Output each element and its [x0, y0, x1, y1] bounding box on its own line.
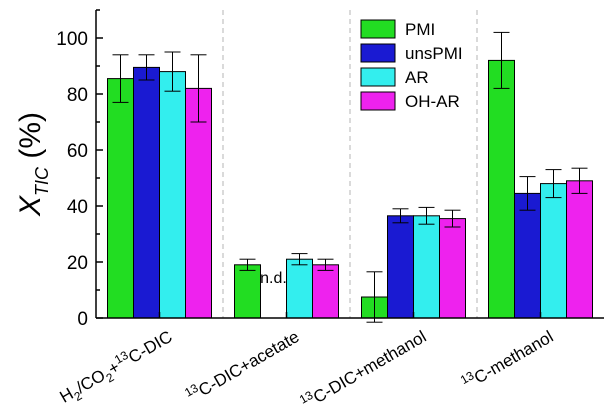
annotations: n.d. [260, 270, 287, 287]
axes [95, 10, 604, 319]
y-tick-label: 40 [67, 197, 88, 218]
legend-item-ar: AR [360, 67, 429, 87]
bar-pmi-3 [488, 59, 515, 319]
error-bar-oh-ar-0 [190, 54, 207, 123]
bar-ar-2 [413, 215, 440, 319]
error-bar-unspmi-3 [519, 176, 536, 211]
x-tick-label-3: 13C-methanol [458, 324, 557, 394]
legend: PMI unsPMI AR OH-AR [360, 19, 463, 111]
y-axis-label: XTIC (%) [14, 112, 52, 217]
bar-ar-3 [540, 183, 567, 319]
legend-item-pmi: PMI [360, 19, 435, 39]
bar-unspmi-2 [387, 215, 414, 319]
y-ticks: 0 20 40 60 80 100 [56, 9, 103, 330]
legend-item-oh-ar: OH-AR [360, 91, 460, 111]
bar-oh-ar-1 [312, 264, 339, 319]
error-bar-ar-0 [164, 51, 181, 92]
error-bar-oh-ar-2 [444, 209, 461, 228]
bar-oh-ar-2 [439, 218, 466, 319]
group-dividers [222, 10, 478, 318]
legend-label: OH-AR [405, 92, 460, 111]
y-tick-label: 0 [77, 309, 88, 330]
error-bar-ar-2 [418, 206, 435, 225]
error-bar-unspmi-2 [392, 208, 409, 224]
legend-label: unsPMI [405, 44, 463, 63]
y-tick-label: 100 [56, 29, 88, 50]
error-bars [112, 31, 588, 323]
x-tick-label-2: 13C-DIC+methanol [297, 324, 430, 413]
bar-oh-ar-3 [566, 180, 593, 319]
legend-swatch [360, 19, 396, 39]
legend-swatch [360, 91, 396, 111]
x-tick-label-1: 13C-DIC+acetate [182, 324, 302, 406]
y-tick-label: 80 [67, 85, 88, 106]
x-tick-labels: H2/CO2+13C-DIC13C-DIC+acetate13C-DIC+met… [55, 324, 557, 413]
bars [107, 59, 593, 319]
y-tick-label: 20 [67, 253, 88, 274]
legend-item-unspmi: unsPMI [360, 43, 463, 63]
error-bar-oh-ar-3 [571, 167, 588, 194]
error-bar-pmi-1 [239, 258, 256, 271]
annotation-nd: n.d. [260, 270, 287, 287]
bar-ar-0 [159, 71, 186, 319]
error-bar-unspmi-0 [138, 54, 155, 81]
legend-label: PMI [405, 20, 435, 39]
bar-ar-1 [286, 258, 313, 319]
bar-pmi-0 [107, 78, 134, 319]
error-bar-pmi-0 [112, 54, 129, 103]
error-bar-pmi-2 [366, 271, 383, 323]
legend-swatch [360, 67, 396, 87]
legend-label: AR [405, 68, 429, 87]
x-tick-label-0: H2/CO2+13C-DIC [55, 324, 177, 410]
bar-unspmi-0 [133, 66, 160, 319]
error-bar-ar-3 [545, 169, 562, 199]
y-axis-title: XTIC (%) [14, 112, 52, 217]
bar-oh-ar-0 [185, 87, 212, 319]
y-tick-label: 60 [67, 141, 88, 162]
bar-pmi-1 [234, 264, 261, 319]
error-bar-ar-1 [291, 253, 308, 266]
legend-swatch [360, 43, 396, 63]
bar-unspmi-3 [514, 192, 541, 319]
error-bar-pmi-3 [493, 31, 510, 89]
error-bar-oh-ar-1 [317, 258, 334, 271]
